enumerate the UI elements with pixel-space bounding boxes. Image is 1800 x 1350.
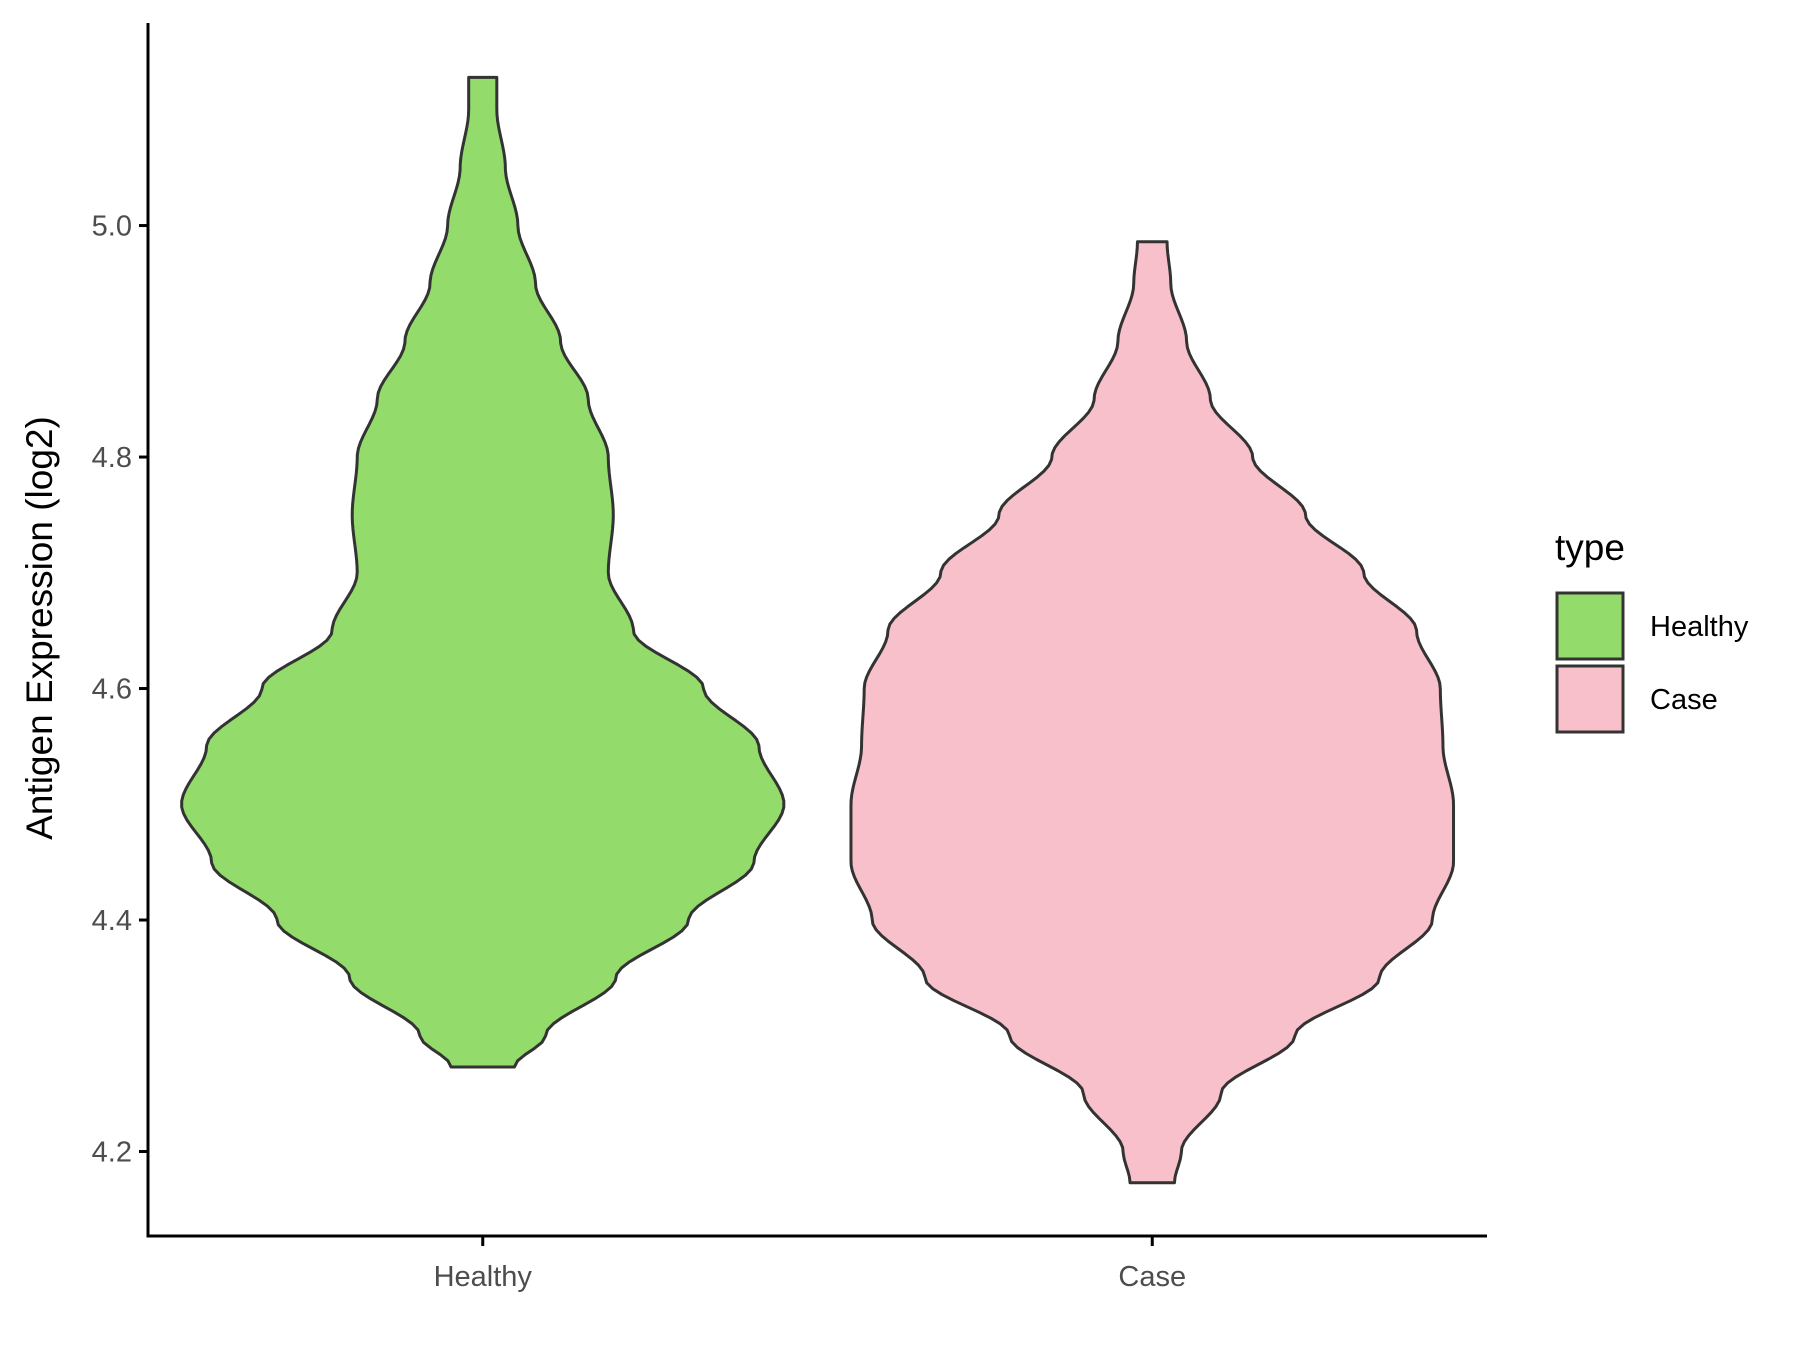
- y-tick-label: 4.6: [92, 674, 132, 706]
- legend-label-healthy: Healthy: [1650, 611, 1749, 643]
- legend-entries: Healthy Case: [1555, 591, 1749, 734]
- legend-swatch-case: [1555, 664, 1625, 734]
- violin-layer: [180, 75, 1456, 1185]
- x-tick-label: Healthy: [434, 1261, 533, 1293]
- x-tick-label: Case: [1118, 1261, 1186, 1293]
- legend-swatch-healthy: [1555, 591, 1625, 661]
- y-tick-label: 4.2: [92, 1137, 132, 1169]
- legend-title: type: [1555, 527, 1625, 568]
- violin-case: [849, 240, 1456, 1185]
- y-axis-title: Antigen Expression (log2): [19, 416, 60, 840]
- y-tick-label: 4.4: [92, 905, 132, 937]
- x-ticks: Healthy Case: [434, 1236, 1186, 1293]
- y-ticks: 4.2 4.4 4.6 4.8 5.0: [92, 211, 148, 1169]
- y-tick-label: 5.0: [92, 211, 132, 243]
- y-tick-label: 4.8: [92, 442, 132, 474]
- legend-label-case: Case: [1650, 684, 1718, 716]
- axes: 4.2 4.4 4.6 4.8 5.0 Healthy Case: [92, 23, 1487, 1293]
- legend: type Healthy Case: [1555, 527, 1749, 734]
- violin-healthy: [180, 75, 786, 1069]
